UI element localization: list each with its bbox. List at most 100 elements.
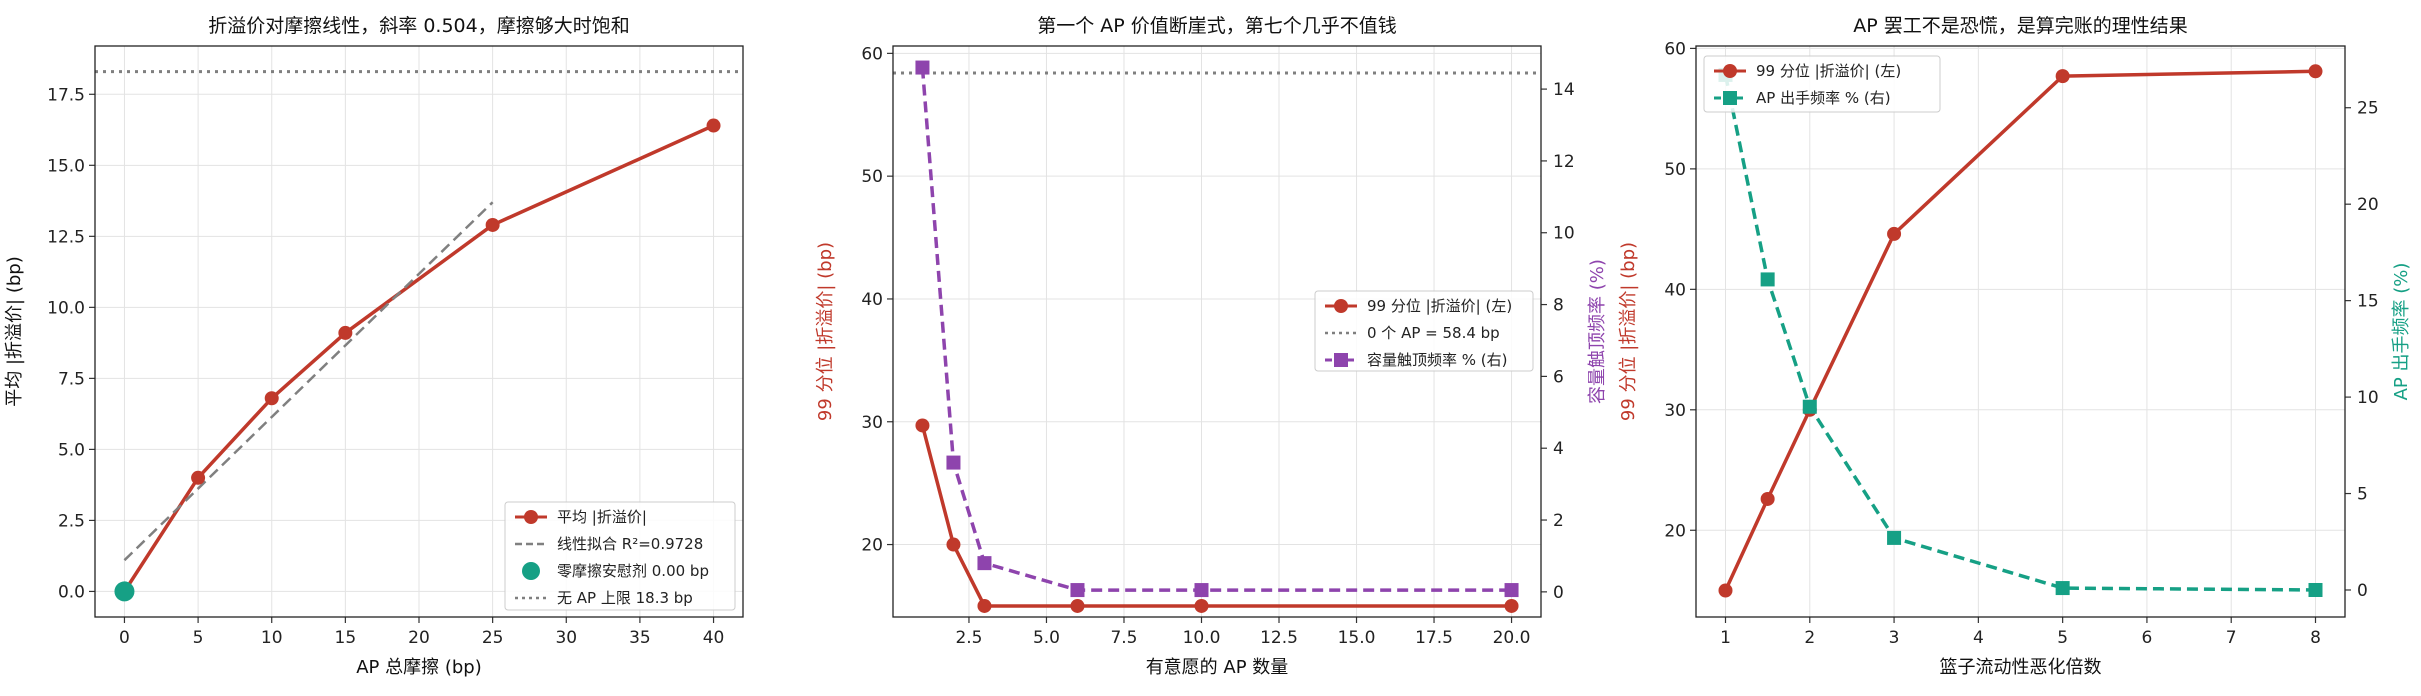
y2-tick-label: 12: [1553, 152, 1575, 172]
legend: 99 分位 |折溢价| (左) 0 个 AP = 58.4 bp 容量触顶频率 % …: [1314, 290, 1534, 372]
y2-tick-label: 15: [2357, 292, 2379, 312]
y-tick-label: 0.0: [58, 582, 85, 602]
x-tick-label: 5.0: [1033, 628, 1060, 648]
y-tick-label: 50: [1664, 160, 1686, 180]
series-line: [1723, 74, 2316, 592]
y-tick-label: 7.5: [58, 369, 85, 389]
data-point: [1760, 491, 1775, 506]
x-tick-label: 20: [408, 628, 430, 648]
y2-axis-label: AP 出手频率 (%): [2391, 263, 2412, 401]
y-tick-label: 40: [1664, 280, 1686, 300]
data-point: [1760, 272, 1775, 287]
legend-label: 零摩擦安慰剂 0.00 bp: [557, 562, 709, 580]
data-point: [2055, 581, 2070, 596]
x-tick-label: 20.0: [1493, 628, 1531, 648]
y2-tick-label: 4: [1553, 439, 1564, 459]
legend-box: [1314, 290, 1534, 372]
x-tick-label: 30: [555, 628, 577, 648]
chart-panel-3: AP 罢工不是恐慌，是算完账的理性结果 1 2 3 4 5 6 7 8 20 30 40 50 60 0 5 1…: [1618, 15, 2412, 678]
legend-label: 无 AP 上限 18.3 bp: [557, 589, 693, 607]
y-tick-label: 50: [861, 167, 883, 187]
plot-frame: [892, 45, 1542, 618]
legend-swatch-marker: [1334, 299, 1348, 313]
plot-area: [1723, 69, 2316, 592]
y-axis-label: 平均 |折溢价| (bp): [4, 256, 25, 406]
plot-frame: [1695, 45, 2346, 618]
data-point: [1194, 598, 1209, 613]
y2-tick-label: 6: [1553, 367, 1564, 387]
legend-label: AP 出手频率 % (右): [1756, 89, 1891, 107]
legend: 99 分位 |折溢价| (左) AP 出手频率 % (右): [1703, 55, 1941, 113]
data-point: [1070, 598, 1085, 613]
data-point: [1887, 226, 1902, 241]
data-point: [264, 391, 279, 406]
y2-tick-label: 0: [1553, 583, 1564, 603]
legend-swatch-marker: [522, 562, 540, 580]
data-point: [485, 217, 500, 232]
fit-line: [123, 201, 494, 562]
legend-label: 99 分位 |折溢价| (左): [1756, 62, 1901, 80]
y2-tick-label: 8: [1553, 296, 1564, 316]
legend-box: [1703, 55, 1941, 113]
data-point: [1070, 583, 1085, 598]
y2-tick-label: 0: [2357, 581, 2368, 601]
y-tick-label: 15.0: [47, 156, 85, 176]
chart-panel-1: 折溢价对摩擦线性，斜率 0.504，摩擦够大时饱和 0 5 10 15 20 25 30 35 4…: [4, 15, 744, 678]
legend-swatch-marker: [1723, 91, 1737, 105]
legend: 平均 |折溢价| 线性拟合 R²=0.9728 零摩擦安慰剂 0.00 bp 无 AP…: [504, 501, 736, 611]
legend-box: [504, 501, 736, 611]
data-point: [946, 537, 961, 552]
x-axis-label: AP 总摩擦 (bp): [356, 657, 482, 678]
x-tick-label: 8: [2310, 628, 2321, 648]
x-tick-label: 7: [2226, 628, 2237, 648]
y-tick-label: 20: [861, 536, 883, 556]
chart-title: AP 罢工不是恐慌，是算完账的理性结果: [1853, 15, 2188, 37]
x-tick-label: 2: [1804, 628, 1815, 648]
y2-tick-label: 14: [1553, 80, 1575, 100]
x-tick-label: 4: [1973, 628, 1984, 648]
legend-label: 平均 |折溢价|: [557, 508, 647, 526]
data-point: [2055, 69, 2070, 84]
data-point: [1887, 530, 1902, 545]
y-tick-label: 40: [861, 290, 883, 310]
y-axis-label: 99 分位 |折溢价| (bp): [1618, 242, 1639, 421]
y2-tick-label: 25: [2357, 99, 2379, 119]
legend-swatch-marker: [524, 510, 538, 524]
y-tick-label: 30: [861, 413, 883, 433]
data-point: [2308, 64, 2323, 79]
y-tick-label: 10.0: [47, 298, 85, 318]
x-tick-label: 15.0: [1338, 628, 1376, 648]
data-point: [2308, 582, 2323, 597]
x-axis-label: 有意愿的 AP 数量: [1146, 657, 1289, 678]
series-line: [920, 424, 1512, 608]
legend-label: 99 分位 |折溢价| (左): [1367, 297, 1512, 315]
data-point: [977, 556, 992, 571]
y2-tick-label: 2: [1553, 511, 1564, 531]
legend-swatch-marker: [1723, 64, 1737, 78]
y2-tick-label: 10: [1553, 224, 1575, 244]
data-point: [338, 325, 353, 340]
y2-tick-label: 5: [2357, 485, 2368, 505]
legend-label: 容量触顶频率 % (右): [1367, 351, 1508, 369]
y-tick-label: 12.5: [47, 227, 85, 247]
chart-title: 第一个 AP 价值断崖式，第七个几乎不值钱: [1037, 15, 1397, 37]
data-point: [706, 118, 721, 133]
x-tick-label: 5: [2057, 628, 2068, 648]
y-tick-label: 60: [861, 44, 883, 64]
plot-area: [95, 70, 743, 593]
x-tick-label: 12.5: [1260, 628, 1298, 648]
data-point: [946, 455, 961, 470]
data-point: [114, 581, 135, 602]
x-tick-label: 6: [2142, 628, 2153, 648]
y-tick-label: 20: [1664, 521, 1686, 541]
x-axis-label: 篮子流动性恶化倍数: [1940, 657, 2102, 678]
legend-label: 线性拟合 R²=0.9728: [557, 535, 703, 553]
series-line: [122, 123, 715, 593]
y-tick-label: 17.5: [47, 85, 85, 105]
chart-title: 折溢价对摩擦线性，斜率 0.504，摩擦够大时饱和: [208, 15, 629, 37]
x-tick-label: 15: [335, 628, 357, 648]
x-tick-label: 5: [193, 628, 204, 648]
x-tick-label: 17.5: [1415, 628, 1453, 648]
x-tick-label: 3: [1889, 628, 1900, 648]
y-tick-label: 5.0: [58, 440, 85, 460]
